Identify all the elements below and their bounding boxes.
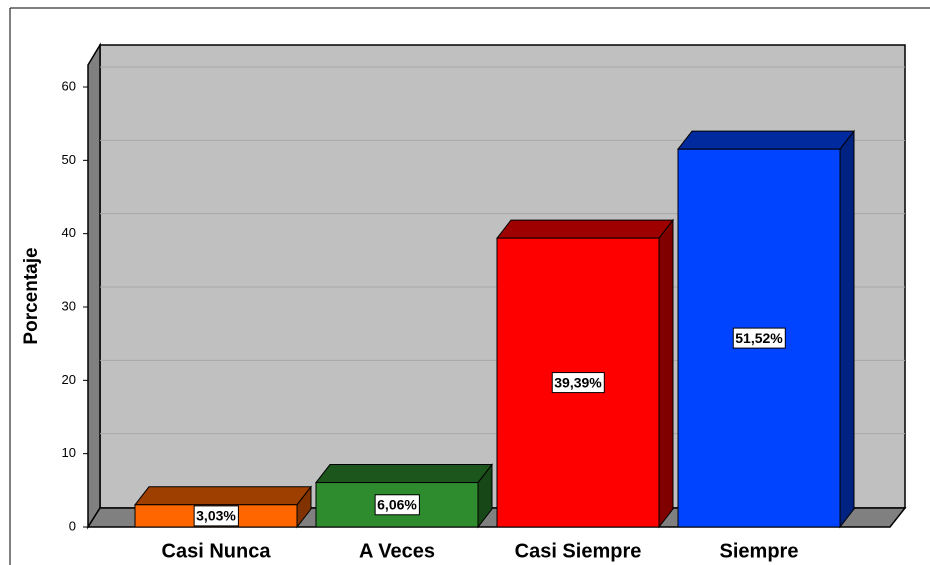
bar-side	[839, 129, 855, 529]
x-tick-label: A Veces	[359, 540, 435, 562]
value-label-box	[374, 494, 420, 516]
bar-side	[658, 218, 674, 529]
y-tick-label: 50	[62, 152, 76, 167]
y-tick-label: 30	[62, 298, 76, 313]
y-tick-label: 40	[62, 225, 76, 240]
x-tick-label: Siempre	[720, 540, 799, 562]
bar-top	[314, 464, 494, 484]
x-tick-label: Casi Siempre	[515, 540, 642, 562]
value-label: 3,03%	[196, 508, 236, 524]
bar	[314, 463, 494, 529]
value-label: 6,06%	[377, 496, 417, 512]
bar-top	[133, 486, 313, 506]
y-axis-label: Porcentaje	[21, 247, 42, 344]
value-label-box	[551, 372, 605, 394]
bar-top	[495, 219, 675, 239]
value-label-box	[732, 327, 786, 349]
left-wall	[87, 42, 101, 530]
value-label-box	[193, 505, 239, 527]
bar	[133, 485, 313, 529]
bar	[676, 129, 856, 529]
value-label: 39,39%	[554, 374, 602, 390]
y-tick-label: 20	[62, 372, 76, 387]
bar	[495, 218, 675, 529]
y-tick-label: 10	[62, 445, 76, 460]
bar-top	[676, 130, 856, 150]
y-tick-label: 60	[62, 78, 76, 93]
value-label: 51,52%	[735, 330, 783, 346]
y-tick-label: 0	[69, 518, 76, 533]
x-tick-label: Casi Nunca	[162, 540, 272, 562]
